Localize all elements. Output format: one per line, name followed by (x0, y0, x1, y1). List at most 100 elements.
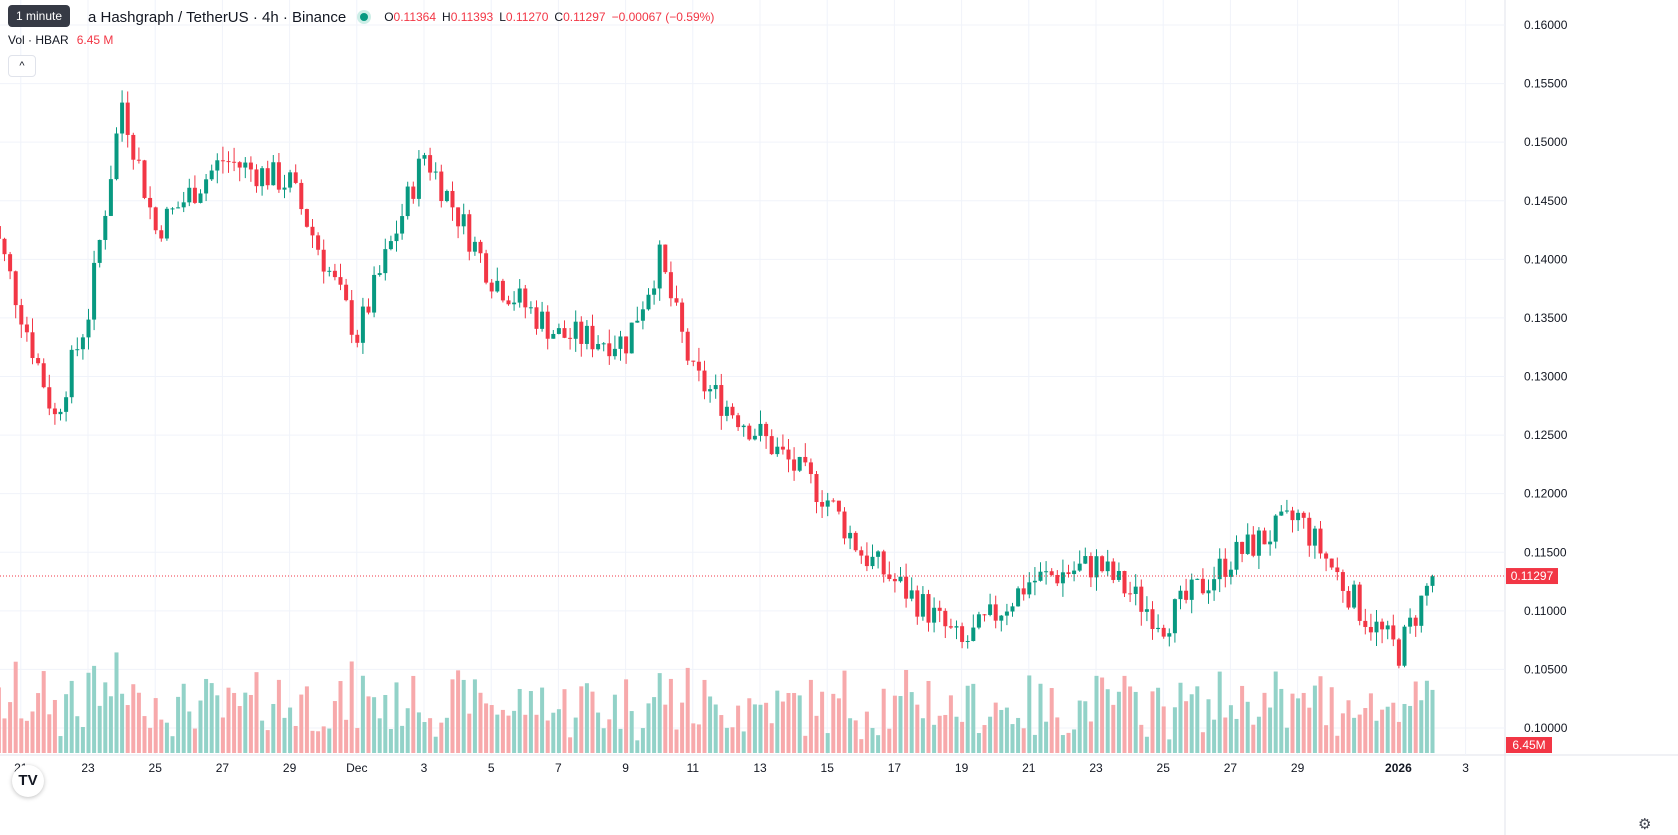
candle-body (265, 168, 270, 186)
candle-body (1363, 620, 1368, 627)
volume-bar (691, 723, 696, 753)
volume-bar (299, 694, 304, 753)
volume-bar (646, 703, 651, 753)
volume-bar (1100, 677, 1105, 753)
candle-body (489, 282, 494, 292)
candle-body (831, 500, 836, 502)
candle-body (444, 190, 449, 202)
candle-body (204, 179, 209, 194)
volume-bar (125, 705, 130, 753)
volume-bar (674, 729, 679, 753)
candle-body (1212, 579, 1217, 591)
volume-bar (248, 694, 253, 753)
candle-body (601, 343, 606, 345)
y-tick-label: 0.15000 (1524, 135, 1568, 149)
candle-body (797, 456, 802, 471)
volume-bar (708, 696, 713, 753)
market-status-icon (360, 13, 369, 21)
volume-bar (965, 685, 970, 753)
candle-body (293, 172, 298, 183)
candle-body (338, 277, 343, 285)
volume-bar (1055, 717, 1060, 753)
candle-body (1044, 571, 1049, 573)
volume-bar (982, 725, 987, 753)
volume-bar (450, 679, 455, 753)
candle-body (1424, 585, 1429, 596)
volume-bar (484, 703, 489, 753)
candle-body (1072, 570, 1077, 575)
candle-body (747, 425, 752, 440)
tradingview-logo[interactable]: TV (12, 765, 44, 797)
x-tick-label: 2026 (1385, 761, 1412, 775)
candle-body (1122, 570, 1127, 594)
volume-bar (943, 714, 948, 753)
volume-bar (1044, 721, 1049, 753)
volume-bar (64, 694, 69, 753)
candle-body (674, 298, 679, 303)
y-tick-label: 0.14500 (1524, 194, 1568, 208)
candle-body (1144, 609, 1149, 612)
volume-bar (1189, 694, 1194, 753)
candle-body (596, 343, 601, 350)
candle-body (400, 216, 405, 234)
candle-body (304, 209, 309, 227)
volume-bar (506, 715, 511, 753)
candle-body (1016, 588, 1021, 607)
candle-body (288, 172, 293, 188)
x-tick-label: 5 (488, 761, 495, 775)
volume-bar (612, 694, 617, 753)
collapse-legend-button[interactable]: ^ (8, 55, 36, 77)
volume-bar (556, 709, 561, 753)
candle-body (1352, 584, 1357, 608)
x-tick-label: 11 (687, 761, 700, 775)
volume-bar (685, 667, 690, 753)
volume-bar (215, 695, 220, 753)
candle-body (1010, 606, 1015, 612)
volume-bar (584, 683, 589, 753)
candle-body (148, 197, 153, 208)
candle-body (540, 311, 545, 329)
interval-tooltip: 1 minute (8, 5, 71, 27)
candle-body (1335, 567, 1340, 573)
volume-bar (523, 714, 528, 753)
volume-bar (226, 687, 231, 753)
candle-body (523, 288, 528, 308)
candle-body (30, 332, 35, 359)
candle-body (299, 182, 304, 210)
candle-body (1021, 588, 1026, 595)
volume-bar (243, 692, 248, 753)
candle-body (1268, 541, 1273, 545)
symbol-title[interactable]: a Hashgraph / TetherUS · 4h · Binance (88, 8, 347, 26)
volume-bar (652, 697, 657, 753)
volume-bar (1128, 686, 1133, 753)
volume-bar (316, 731, 321, 753)
volume-bar (1161, 706, 1166, 753)
open-value: 0.11364 (393, 10, 437, 24)
volume-bar (1251, 724, 1256, 753)
candle-body (47, 387, 52, 409)
candle-body (2, 238, 7, 255)
volume-bar (8, 702, 13, 753)
candle-body (1368, 626, 1373, 633)
candle-body (355, 334, 360, 343)
gear-icon[interactable]: ⚙ (1638, 816, 1652, 833)
volume-bar (562, 689, 567, 753)
candle-body (1139, 586, 1144, 612)
volume-bar (1357, 714, 1362, 753)
volume-bar (444, 717, 449, 753)
volume-bar (590, 691, 595, 753)
volume-bar (999, 709, 1004, 753)
candle-body (965, 640, 970, 642)
volume-bar (13, 661, 18, 753)
y-tick-label: 0.14000 (1524, 252, 1568, 266)
volume-bar (1368, 693, 1373, 753)
volume-bar (170, 736, 175, 753)
candle-body (808, 462, 813, 475)
y-tick-label: 0.10000 (1524, 721, 1568, 735)
x-tick-label: 9 (622, 761, 629, 775)
volume-bar (607, 719, 612, 753)
volume-bar (372, 697, 377, 753)
candle-body (825, 500, 830, 507)
y-tick-label: 0.11000 (1524, 604, 1567, 618)
